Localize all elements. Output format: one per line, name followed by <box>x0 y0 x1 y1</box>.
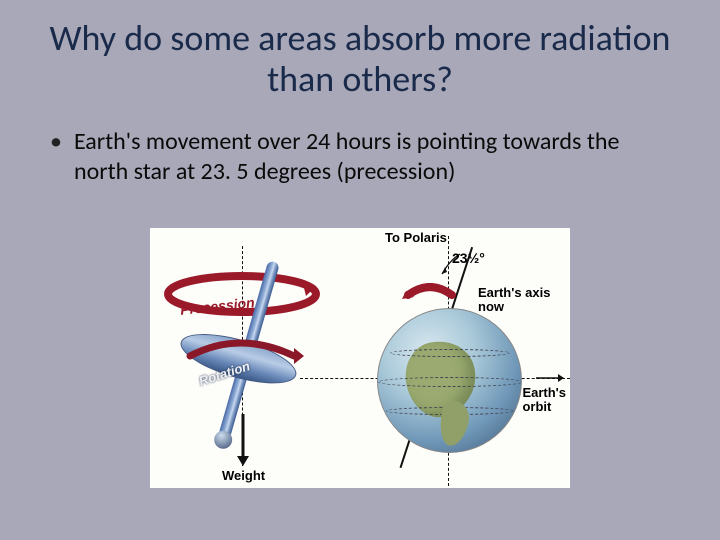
axis-now-label: Earth's axis now <box>478 286 550 313</box>
earth-rotation-arrow-icon <box>400 283 460 314</box>
bullet-marker: • <box>50 127 62 157</box>
orbit-label-l2: orbit <box>522 399 551 414</box>
globe-latitude-line <box>386 407 514 415</box>
slide-title: Why do some areas absorb more radiation … <box>0 0 720 109</box>
precession-diagram: To Polaris 23½° Earth's axis now Earth's… <box>150 228 570 488</box>
polaris-label: To Polaris <box>385 230 447 245</box>
axis-now-label-l2: now <box>478 299 504 314</box>
bullet-text: Earth's movement over 24 hours is pointi… <box>74 127 670 187</box>
bullet-list: • Earth's movement over 24 hours is poin… <box>0 109 720 187</box>
orbit-label: Earth's orbit <box>522 386 566 413</box>
globe-latitude-line <box>390 349 510 357</box>
weight-arrow-icon <box>236 414 250 471</box>
weight-label: Weight <box>222 468 265 483</box>
orbit-arrow-icon <box>536 371 564 385</box>
tilt-angle-label: 23½° <box>452 250 485 266</box>
earth-globe <box>377 308 522 453</box>
bullet-item: • Earth's movement over 24 hours is poin… <box>50 127 670 187</box>
globe-equator <box>378 377 522 387</box>
